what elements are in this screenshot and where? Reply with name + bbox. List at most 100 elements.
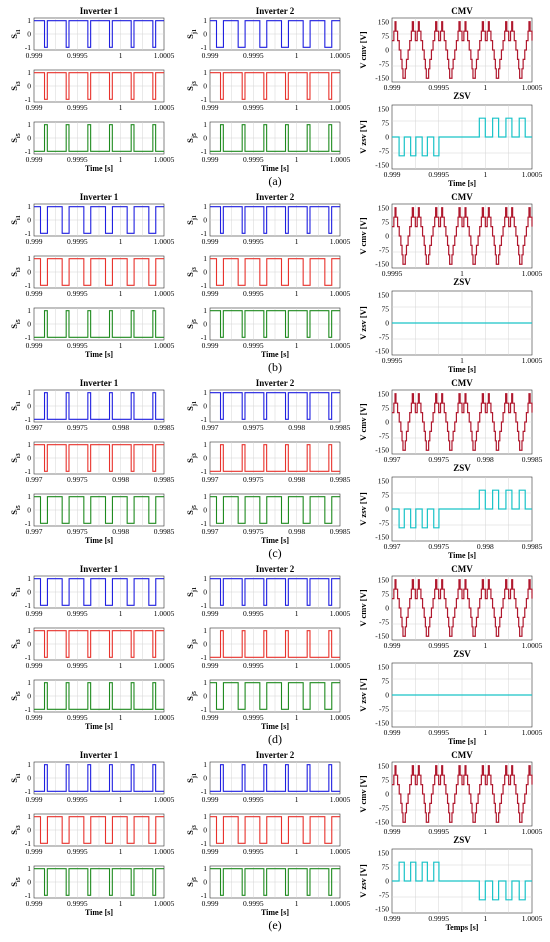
x-tick-label: 0.9975 [67, 423, 88, 432]
x-tick-label: 0.999 [26, 609, 43, 618]
y-tick-label: -1 [25, 333, 31, 342]
cmv-ylabel: V cmv [V] [358, 589, 368, 626]
y-tick-label: 150 [378, 290, 390, 299]
x-axis-label: Time [s] [261, 536, 289, 545]
x-tick-label: 0.999 [202, 899, 219, 908]
x-tick-label: 0.9985 [330, 527, 351, 536]
y-tick-label: -1 [201, 467, 207, 476]
y-tick-label: 0 [385, 319, 389, 328]
cmv-title: CMV [451, 750, 473, 760]
x-tick-label: 0.9995 [243, 289, 264, 298]
x-tick-label: 1 [295, 609, 299, 618]
y-tick-label: -1 [25, 519, 31, 528]
y-tick-label: 0 [27, 506, 31, 515]
y-tick-label: -150 [375, 260, 389, 269]
x-tick-label: 0.998 [477, 455, 494, 464]
x-tick-label: 0.9975 [243, 527, 264, 536]
x-tick-label: 1 [119, 51, 123, 60]
y-tick-label: -75 [379, 705, 389, 714]
y-tick-label: -1 [201, 281, 207, 290]
y-tick-label: 1 [203, 678, 207, 687]
x-tick-label: 1 [119, 289, 123, 298]
x-tick-label: 0.998 [288, 475, 305, 484]
y-tick-label: -1 [201, 43, 207, 52]
x-tick-label: 1 [295, 237, 299, 246]
y-tick-label: 0 [203, 692, 207, 701]
x-tick-label: 0.997 [202, 475, 219, 484]
y-tick-label: 150 [378, 575, 390, 584]
x-tick-label: 1 [295, 899, 299, 908]
y-tick-label: 150 [378, 848, 390, 857]
switch-ylabel: Sj1 [185, 773, 198, 783]
x-tick-label: 0.998 [477, 542, 494, 551]
x-tick-label: 1 [119, 795, 123, 804]
x-tick-label: 0.998 [288, 423, 305, 432]
x-tick-label: 0.9995 [67, 237, 88, 246]
y-tick-label: -150 [375, 347, 389, 356]
x-tick-label: 1.0005 [522, 356, 543, 365]
switch-signal-line [210, 868, 340, 896]
y-tick-label: 0 [203, 268, 207, 277]
x-tick-label: 0.9995 [67, 795, 88, 804]
y-tick-label: 1 [27, 760, 31, 769]
y-tick-label: 0 [203, 216, 207, 225]
y-tick-label: -1 [25, 839, 31, 848]
y-tick-label: 0 [27, 826, 31, 835]
x-tick-label: 0.9995 [382, 356, 403, 365]
y-tick-label: -1 [201, 839, 207, 848]
switch-signal-line [210, 124, 340, 152]
switch-ylabel: Si1 [9, 773, 22, 782]
y-tick-label: 75 [382, 775, 390, 784]
x-tick-label: 1 [483, 728, 487, 737]
x-tick-label: 0.9995 [243, 713, 264, 722]
switch-ylabel: Si5 [9, 691, 22, 700]
x-tick-label: 0.999 [26, 237, 43, 246]
y-tick-label: 0 [27, 134, 31, 143]
x-tick-label: 1.0005 [154, 289, 175, 298]
switch-ylabel: Sj1 [185, 29, 198, 39]
cmv-line [392, 393, 533, 451]
cmv-line [392, 579, 533, 637]
y-tick-label: -1 [201, 229, 207, 238]
switch-signal-line [210, 764, 340, 792]
y-tick-label: 0 [385, 46, 389, 55]
x-tick-label: 0.998 [112, 527, 129, 536]
switch-ylabel: Si1 [9, 587, 22, 596]
x-tick-label: 0.999 [26, 795, 43, 804]
x-tick-label: 0.999 [384, 641, 401, 650]
y-tick-label: 1 [27, 254, 31, 263]
y-tick-label: 1 [27, 388, 31, 397]
y-tick-label: -1 [25, 601, 31, 610]
x-tick-label: 0.9995 [428, 914, 449, 923]
switch-signal-line [210, 258, 340, 286]
panel-caption: (a) [268, 174, 281, 188]
y-tick-label: 0 [385, 133, 389, 142]
y-tick-label: 150 [378, 203, 390, 212]
y-tick-label: -1 [25, 229, 31, 238]
y-tick-label: 150 [378, 17, 390, 26]
switch-ylabel: Sj3 [185, 453, 198, 463]
x-tick-label: 0.9985 [330, 475, 351, 484]
x-tick-label: 0.9995 [243, 341, 264, 350]
panel-caption: (c) [268, 546, 281, 560]
switch-ylabel: Si5 [9, 505, 22, 514]
x-tick-label: 0.999 [384, 83, 401, 92]
x-tick-label: 1.0005 [154, 661, 175, 670]
inverter1-title: Inverter 1 [80, 192, 119, 202]
cmv-title: CMV [451, 378, 473, 388]
inverter2-title: Inverter 2 [256, 192, 295, 202]
y-tick-label: 75 [382, 118, 390, 127]
switch-signal-line [34, 868, 164, 896]
x-tick-label: 1.0005 [522, 641, 543, 650]
y-tick-label: 0 [385, 232, 389, 241]
y-tick-label: 0 [27, 774, 31, 783]
switch-ylabel: Si3 [9, 639, 22, 648]
y-tick-label: 75 [382, 217, 390, 226]
x-tick-label: 1 [119, 237, 123, 246]
x-tick-label: 0.9995 [67, 609, 88, 618]
x-tick-label: 0.9995 [67, 899, 88, 908]
y-tick-label: -75 [379, 333, 389, 342]
x-tick-label: 0.9975 [67, 527, 88, 536]
y-tick-label: -75 [379, 891, 389, 900]
